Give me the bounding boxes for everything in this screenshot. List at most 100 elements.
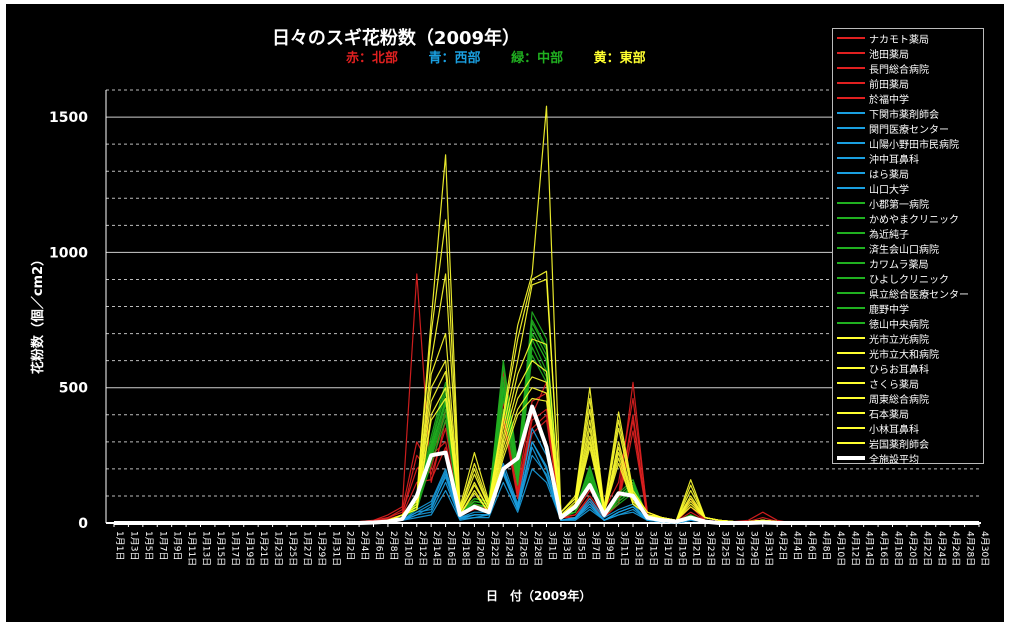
legend-label: 小林耳鼻科 <box>869 424 919 436</box>
y-tick-label: 1500 <box>49 110 88 126</box>
x-tick-label: 3月21日 <box>691 531 702 566</box>
x-tick-label: 3月27日 <box>734 531 745 566</box>
x-tick-label: 1月17日 <box>229 531 240 566</box>
legend-swatch <box>837 217 865 219</box>
x-tick-label: 4月12日 <box>849 531 860 566</box>
x-tick-label: 3月9日 <box>604 531 615 560</box>
legend-item: 沖中耳鼻科 <box>837 151 919 166</box>
legend-item: 光市立大和病院 <box>837 346 939 361</box>
legend-label: 小郡第一病院 <box>869 199 929 211</box>
x-tick-label: 3月13日 <box>633 531 644 566</box>
legend-item: 光市立光病院 <box>837 331 929 346</box>
x-tick-label: 3月11日 <box>619 531 630 566</box>
x-tick-label: 2月26日 <box>518 531 529 566</box>
legend-label: 光市立大和病院 <box>869 349 939 361</box>
x-tick-label: 3月23日 <box>705 531 716 566</box>
legend-label: ナカモト薬局 <box>869 34 929 46</box>
x-tick-label: 3月25日 <box>720 531 731 566</box>
legend-label: 周東総合病院 <box>869 394 929 406</box>
x-tick-label: 1月13日 <box>201 531 212 566</box>
x-tick-label: 4月18日 <box>893 531 904 566</box>
legend-label: かめやまクリニック <box>869 214 959 226</box>
legend-swatch <box>837 292 865 294</box>
legend-label: 前田薬局 <box>869 79 909 91</box>
x-tick-label: 1月25日 <box>287 531 298 566</box>
legend-swatch <box>837 82 865 84</box>
legend-swatch <box>837 172 865 174</box>
x-tick-label: 4月28日 <box>965 531 976 566</box>
legend-item: ナカモト薬局 <box>837 31 929 46</box>
x-tick-label: 4月24日 <box>936 531 947 566</box>
legend-label: さくら薬局 <box>869 379 919 391</box>
x-tick-label: 2月28日 <box>532 531 543 566</box>
x-tick-label: 3月31日 <box>763 531 774 566</box>
legend-swatch <box>837 352 865 354</box>
legend-item: 石本薬局 <box>837 406 909 421</box>
legend-item: 池田薬局 <box>837 46 909 61</box>
legend-item: 県立総合医療センター <box>837 286 969 301</box>
y-tick-label: 1000 <box>49 245 88 261</box>
legend-swatch <box>837 442 865 444</box>
legend-swatch <box>837 247 865 249</box>
legend-label: 沖中耳鼻科 <box>869 154 919 166</box>
x-tick-label: 4月2日 <box>777 531 788 560</box>
y-tick-label: 500 <box>59 381 88 397</box>
legend-item: 山陽小野田市民病院 <box>837 136 959 151</box>
y-tick-label: 0 <box>78 516 88 532</box>
x-tick-label: 4月14日 <box>864 531 875 566</box>
x-tick-label: 2月20日 <box>474 531 485 566</box>
legend-swatch <box>837 187 865 189</box>
x-tick-label: 1月19日 <box>244 531 255 566</box>
legend-swatch <box>837 397 865 399</box>
x-tick-label: 2月8日 <box>388 531 399 560</box>
legend-item: 徳山中央病院 <box>837 316 929 331</box>
legend-item: 岩国薬剤師会 <box>837 436 929 451</box>
region-east: 黄：東部 <box>593 51 646 66</box>
x-tick-label: 3月7日 <box>590 531 601 560</box>
legend-label: 池田薬局 <box>869 49 909 61</box>
x-tick-label: 1月7日 <box>157 531 168 560</box>
x-tick-label: 3月19日 <box>676 531 687 566</box>
x-tick-label: 2月12日 <box>417 531 428 566</box>
legend-label: 下関市薬剤師会 <box>869 109 939 121</box>
legend-item: 為近純子 <box>837 226 909 241</box>
region-north: 赤：北部 <box>346 51 399 66</box>
region-west: 青：西部 <box>428 51 481 66</box>
x-tick-label: 2月14日 <box>431 531 442 566</box>
legend-swatch <box>837 322 865 324</box>
y-axis-label: 花粉数（個／cm2） <box>31 252 47 375</box>
x-tick-label: 1月11日 <box>186 531 197 566</box>
legend-item: 小郡第一病院 <box>837 196 929 211</box>
legend-swatch <box>837 127 865 129</box>
x-tick-label: 1月1日 <box>114 531 125 560</box>
legend-item: 山口大学 <box>837 181 909 196</box>
legend-label: 済生会山口病院 <box>869 244 939 256</box>
line-chart: 0 500 1000 1500 1月1日 1月3日 1月5日 1月7日 1月9日 1月11日 1月1… <box>49 89 990 566</box>
x-tick-label: 1月5日 <box>143 531 154 560</box>
legend-label: 山口大学 <box>869 184 909 196</box>
legend-swatch <box>837 232 865 234</box>
legend-label: 鹿野中学 <box>869 304 909 316</box>
x-tick-label: 4月30日 <box>979 531 990 566</box>
x-axis-label: 日 付（2009年） <box>486 589 592 603</box>
legend-label: 長門総合病院 <box>869 64 929 76</box>
legend-swatch <box>837 456 865 460</box>
region-central: 緑：中部 <box>511 51 564 66</box>
legend-label: 関門医療センター <box>869 124 949 136</box>
legend-label: ひらお耳鼻科 <box>869 364 929 376</box>
x-tick-label: 3月29日 <box>748 531 759 566</box>
x-tick-label: 2月18日 <box>460 531 471 566</box>
legend-label: 山陽小野田市民病院 <box>869 139 959 151</box>
legend-swatch <box>837 367 865 369</box>
x-tick-label: 1月15日 <box>215 531 226 566</box>
legend-item: 鹿野中学 <box>837 301 909 316</box>
x-tick-label: 3月15日 <box>647 531 658 566</box>
legend-item: 済生会山口病院 <box>837 241 939 256</box>
x-tick-label: 3月1日 <box>547 531 558 560</box>
x-tick-label: 1月23日 <box>273 531 284 566</box>
legend-swatch <box>837 97 865 99</box>
legend-swatch <box>837 277 865 279</box>
legend-item: 周東総合病院 <box>837 391 929 406</box>
x-tick-label: 2月22日 <box>489 531 500 566</box>
legend-swatch <box>837 112 865 114</box>
